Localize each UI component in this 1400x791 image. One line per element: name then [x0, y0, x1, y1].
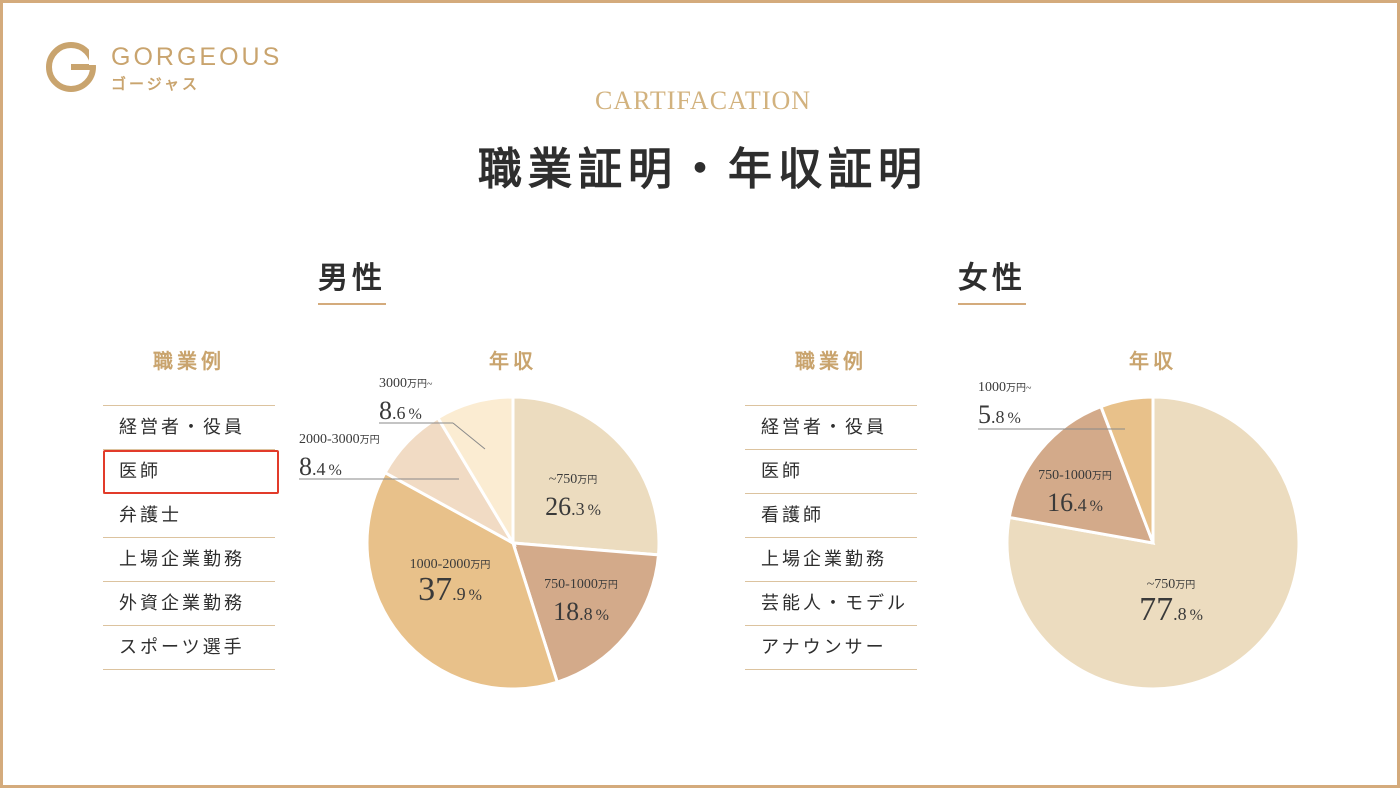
women-job-item: 上場企業勤務	[745, 538, 917, 582]
women-job-item: 看護師	[745, 494, 917, 538]
slice-value-label: 8.4%	[299, 452, 342, 481]
pie-slice	[1007, 404, 1156, 545]
men-job-item: スポーツ選手	[103, 626, 275, 670]
highlight-box	[103, 450, 279, 494]
pie-slice	[365, 470, 560, 691]
slice-label: ~750万円	[1147, 577, 1196, 592]
pie-slice	[510, 541, 661, 685]
eyebrow-text: CARTIFACATION	[594, 86, 812, 115]
women-job-item: 芸能人・モデル	[745, 582, 917, 626]
women-job-item: アナウンサー	[745, 626, 917, 670]
income-pie-charts: ~750万円 26.3 % 750-1000万円 18.8 % 1000-2000万円37.…	[299, 376, 1301, 691]
men-income-heading: 年収	[489, 349, 537, 373]
men-section-title: 男性	[318, 253, 386, 305]
women-section-title: 女性	[958, 253, 1026, 305]
brand-logo-icon	[46, 42, 99, 92]
women-income-heading: 年収	[1129, 349, 1177, 373]
women-job-list: 経営者・役員 医師 看護師 上場企業勤務 芸能人・モデル アナウンサー	[745, 405, 917, 670]
women-job-item: 医師	[745, 450, 917, 494]
slice-value-label: 8.6%	[379, 396, 422, 425]
slice-value-label: 26.3%	[545, 492, 601, 521]
men-job-item: 外資企業勤務	[103, 582, 275, 626]
slice-label: 750-1000万円	[544, 577, 618, 592]
pie-slice	[1099, 395, 1155, 544]
slice-value-label: 16.4%	[1047, 488, 1103, 517]
men-job-item: 上場企業勤務	[103, 538, 275, 582]
women-job-item: 経営者・役員	[745, 406, 917, 450]
slice-value-label: 37.9%	[418, 571, 482, 608]
women-jobs-heading: 職業例	[795, 349, 867, 373]
pie-slice	[511, 395, 661, 557]
callout-line	[452, 422, 486, 450]
slice-label: 750-1000万円	[1038, 468, 1112, 483]
pie-slice	[435, 395, 515, 549]
slice-value-label: 5.8%	[978, 400, 1021, 429]
slice-label: ~750万円	[549, 472, 598, 487]
page-title: 職業証明・年収証明	[478, 144, 928, 195]
men-job-item: 経営者・役員	[103, 406, 275, 450]
men-jobs-heading: 職業例	[153, 349, 225, 373]
slice-label: 1000万円~	[978, 380, 1032, 395]
slice-label: 3000万円~	[379, 376, 433, 391]
slice-value-label: 18.8%	[553, 597, 609, 626]
brand-kana: ゴージャス	[111, 75, 200, 93]
slice-label: 1000-2000万円	[410, 557, 491, 572]
slice-value-label: 77.8%	[1139, 591, 1203, 628]
slice-label: 2000-3000万円	[299, 432, 380, 447]
men-job-item: 弁護士	[103, 494, 275, 538]
brand-name: GORGEOUS	[111, 43, 283, 71]
